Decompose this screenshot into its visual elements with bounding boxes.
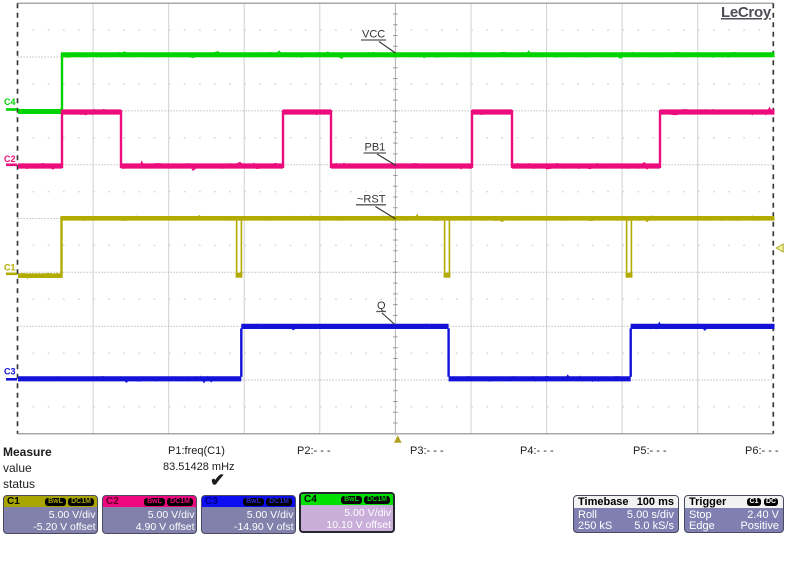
svg-text:C2: C2 — [4, 154, 16, 164]
svg-text:Q: Q — [377, 300, 386, 312]
svg-text:LeCroy: LeCroy — [721, 4, 772, 21]
svg-text:~RST: ~RST — [357, 193, 386, 205]
svg-text:C1: C1 — [4, 263, 16, 273]
svg-text:C3: C3 — [4, 367, 16, 377]
svg-text:VCC: VCC — [362, 29, 385, 41]
svg-text:C4: C4 — [4, 97, 16, 107]
svg-text:PB1: PB1 — [365, 142, 386, 154]
